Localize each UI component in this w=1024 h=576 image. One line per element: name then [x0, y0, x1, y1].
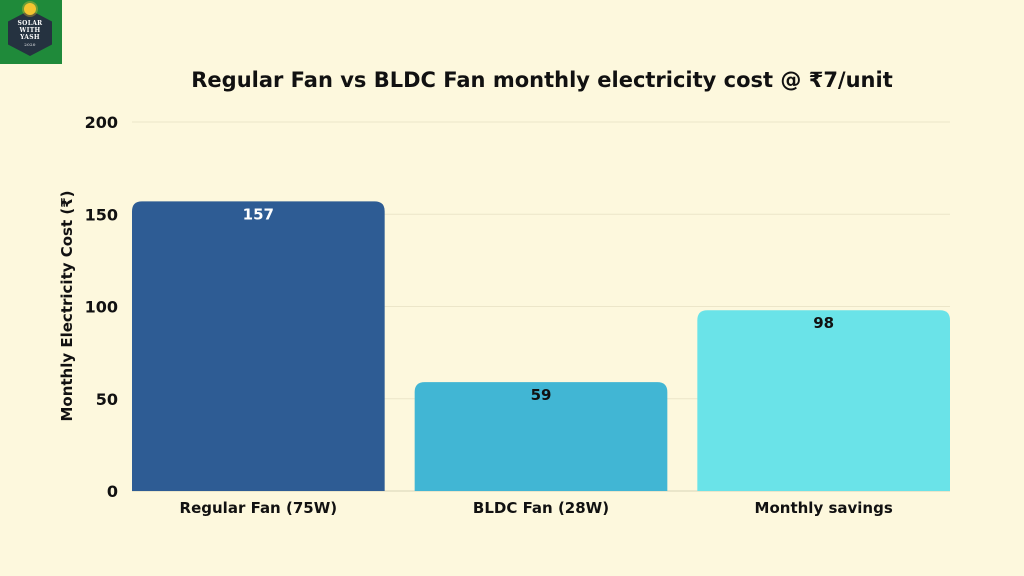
y-tick-label: 50: [96, 390, 118, 409]
bar: [697, 310, 950, 491]
y-tick-label: 150: [85, 205, 118, 224]
data-labels: 157 59 98: [243, 205, 834, 404]
y-tick-label: 200: [85, 113, 118, 132]
y-axis-title: Monthly Electricity Cost (₹): [58, 190, 76, 421]
logo-text: SOLAR WITH YASH 2020: [8, 20, 52, 47]
bar: [414, 382, 668, 491]
x-category-label: BLDC Fan (28W): [473, 499, 609, 517]
logo-line-1: SOLAR: [17, 20, 43, 27]
y-tick-label: 0: [107, 482, 118, 501]
x-axis-categories: Regular Fan (75W) BLDC Fan (28W) Monthly s…: [180, 499, 893, 517]
logo-line-3: YASH: [20, 34, 40, 41]
y-tick-label: 100: [85, 298, 118, 317]
data-label: 98: [813, 314, 834, 332]
x-category-label: Monthly savings: [755, 499, 893, 517]
bar: [132, 201, 385, 491]
x-category-label: Regular Fan (75W): [180, 499, 338, 517]
logo-line-2: WITH: [19, 27, 41, 34]
chart-title: Regular Fan vs BLDC Fan monthly electric…: [191, 68, 893, 92]
logo-est: 2020: [24, 42, 36, 47]
brand-logo: SOLAR WITH YASH 2020: [0, 0, 62, 64]
sun-icon: [24, 3, 36, 15]
data-label: 59: [531, 386, 552, 404]
bars: [132, 201, 950, 491]
y-axis-ticks: 0 50 100 150 200: [85, 113, 118, 501]
data-label: 157: [243, 205, 274, 223]
